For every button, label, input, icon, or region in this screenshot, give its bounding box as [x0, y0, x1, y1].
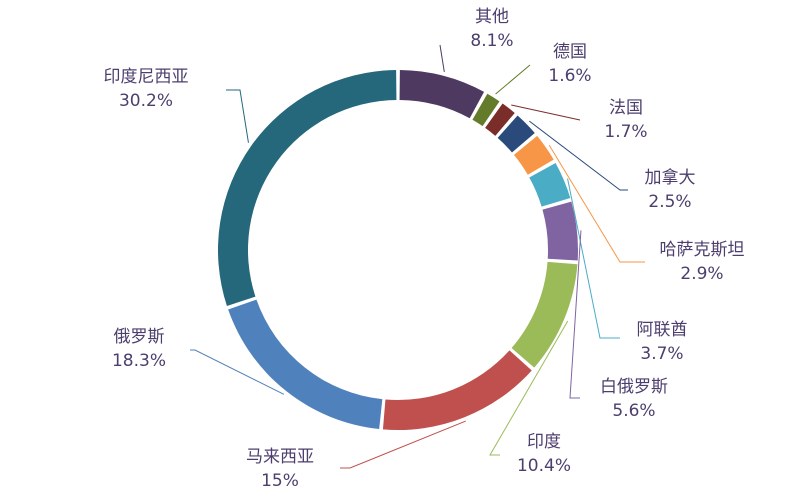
leader-line-2 — [511, 104, 581, 121]
slice-value-label-4: 2.9% — [680, 264, 723, 284]
slice-0 — [399, 70, 485, 119]
slice-name-label-10: 印度尼西亚 — [104, 67, 189, 87]
leader-line-7 — [489, 320, 569, 456]
slice-value-label-9: 18.3% — [112, 351, 166, 371]
leader-line-1 — [495, 64, 531, 95]
slice-name-label-6: 白俄罗斯 — [600, 377, 668, 397]
slice-value-label-5: 3.7% — [640, 344, 683, 364]
leader-line-4 — [548, 144, 645, 263]
slice-3 — [497, 115, 535, 153]
slice-name-label-4: 哈萨克斯坦 — [660, 240, 745, 260]
leader-line-10 — [226, 89, 249, 143]
slice-6 — [542, 201, 578, 261]
slice-value-label-2: 1.7% — [604, 122, 647, 142]
slice-value-label-7: 10.4% — [517, 456, 571, 476]
slices-group — [217, 70, 578, 430]
slice-10 — [217, 70, 397, 306]
slice-value-label-3: 2.5% — [648, 192, 691, 212]
leader-line-0 — [439, 44, 445, 73]
leader-line-3 — [529, 120, 628, 191]
slice-9 — [228, 299, 383, 430]
slice-name-label-0: 其他 — [475, 7, 509, 27]
slice-name-label-5: 阿联酋 — [637, 320, 688, 340]
slice-1 — [472, 93, 500, 127]
slice-value-label-6: 5.6% — [612, 401, 655, 421]
slice-5 — [529, 162, 571, 207]
slice-7 — [511, 261, 578, 368]
leader-line-9 — [190, 349, 285, 395]
slice-name-label-2: 法国 — [609, 98, 643, 118]
slice-value-label-8: 15% — [261, 471, 299, 491]
slice-name-label-3: 加拿大 — [645, 167, 696, 188]
leader-line-5 — [567, 178, 620, 339]
slice-name-label-9: 俄罗斯 — [114, 327, 165, 347]
slice-4 — [513, 135, 554, 175]
slice-name-label-8: 马来西亚 — [246, 447, 314, 467]
slice-2 — [485, 103, 515, 136]
leader-line-6 — [569, 230, 582, 399]
labels-group: 其他 8.1% 德国 1.6% 法国 1.7% 加拿大 2.5% 哈萨克斯坦 2.9% 阿联酋 3.7… — [104, 7, 745, 491]
slice-value-label-10: 30.2% — [119, 91, 173, 111]
leader-lines-group — [190, 44, 645, 469]
leader-line-8 — [340, 420, 466, 469]
slice-name-label-7: 印度 — [527, 432, 561, 452]
slice-value-label-0: 8.1% — [470, 31, 513, 51]
slice-name-label-1: 德国 — [553, 42, 587, 62]
slice-value-label-1: 1.6% — [548, 66, 591, 86]
slice-8 — [382, 350, 532, 430]
